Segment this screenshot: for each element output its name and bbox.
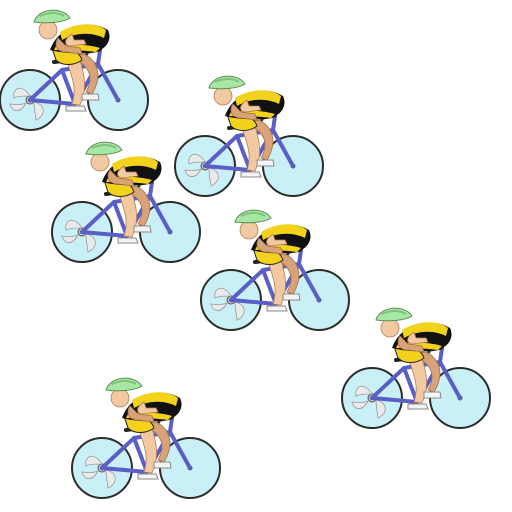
cyclist-icon [340, 306, 492, 430]
cyclist-icon [199, 208, 351, 332]
cyclist-icon [0, 8, 150, 132]
cyclist-icon [70, 376, 222, 500]
cyclist-icon [173, 74, 325, 198]
